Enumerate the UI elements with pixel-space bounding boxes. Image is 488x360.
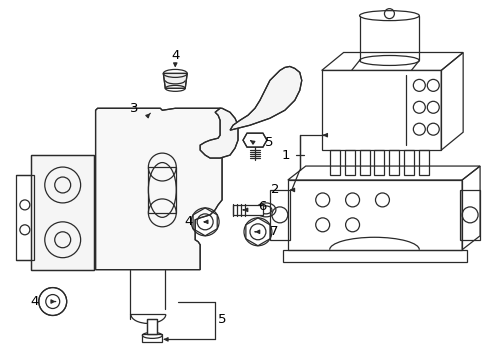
Bar [374,150,384,175]
Text: 1: 1 [281,149,289,162]
Bar [148,167,176,213]
Bar [359,150,369,175]
Text: 4: 4 [171,49,179,62]
Polygon shape [95,108,222,270]
Bar [147,319,157,334]
Bar [269,190,289,240]
Polygon shape [229,67,301,130]
Text: 2: 2 [271,184,279,197]
Bar [459,190,479,240]
Bar [321,71,440,150]
Polygon shape [163,73,187,88]
Bar [147,319,157,334]
Bar [419,150,428,175]
Polygon shape [31,155,93,270]
Text: 6: 6 [258,201,266,213]
Text: 4: 4 [30,295,39,308]
Text: 4: 4 [184,215,193,228]
Bar [142,334,162,342]
Bar [287,180,461,250]
Bar [282,250,466,262]
Bar [233,205,263,215]
Bar [404,150,413,175]
Bar [344,150,354,175]
Text: 7: 7 [269,225,278,238]
Bar [388,150,399,175]
Bar [16,175,34,260]
Text: 5: 5 [264,136,273,149]
Text: 5: 5 [218,313,226,326]
Polygon shape [243,133,266,147]
Bar [329,150,339,175]
Text: 3: 3 [130,102,138,115]
Polygon shape [200,108,238,158]
